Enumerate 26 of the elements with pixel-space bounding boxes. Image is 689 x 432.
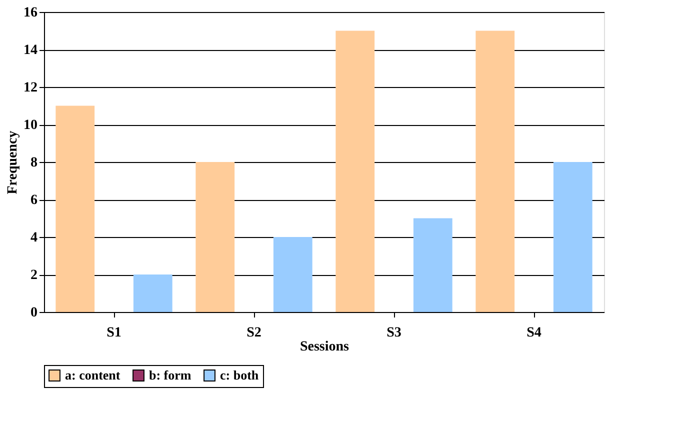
legend-label: a: content [65,368,121,383]
y-axis-title: Frequency [6,130,20,194]
legend-label: b: form [149,368,192,383]
bar [553,162,592,312]
bar [413,218,452,312]
x-tick-label: S4 [526,326,542,340]
x-tick-label: S2 [246,326,262,340]
y-tick-label: 4 [30,230,38,246]
x-tick-label: S3 [386,326,402,340]
y-tick-label: 16 [24,6,38,20]
bar [196,162,235,312]
bar [273,237,312,312]
y-tick-label: 14 [24,43,38,58]
y-tick-label: 8 [30,156,38,170]
y-tick-label: 2 [30,268,38,283]
bar [336,30,375,312]
x-tick-label: S1 [106,326,122,340]
x-axis-title: Sessions [300,340,350,354]
y-tick-label: 0 [30,306,38,320]
y-tick-label: 12 [24,80,38,96]
bar [476,30,515,312]
bar [56,106,95,312]
legend-label: c: both [220,368,260,383]
bar [133,274,172,312]
y-tick-label: 6 [30,193,38,208]
y-tick-label: 10 [24,118,38,133]
